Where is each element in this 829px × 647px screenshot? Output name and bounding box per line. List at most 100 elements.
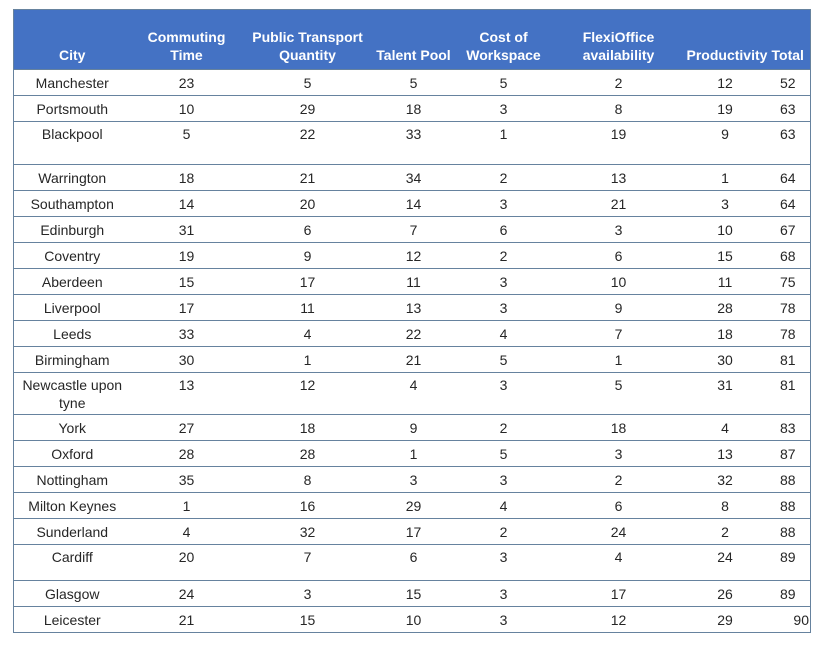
cell-public-transport-quantity: 4	[242, 320, 373, 347]
cell-total: 52	[765, 69, 811, 96]
cell-commuting-time: 19	[130, 242, 243, 269]
cell-flexioffice-availability: 13	[552, 164, 685, 191]
cell-talent-pool: 33	[372, 121, 455, 165]
cell-talent-pool: 17	[372, 518, 455, 545]
cell-total: 87	[765, 440, 811, 467]
cell-flexioffice-availability: 19	[552, 121, 685, 165]
cell-productivity: 3	[684, 190, 766, 217]
cell-public-transport-quantity: 17	[242, 268, 373, 295]
cell-flexioffice-availability: 6	[552, 242, 685, 269]
cell-public-transport-quantity: 22	[242, 121, 373, 165]
cell-cost-of-workspace: 4	[454, 492, 553, 519]
cell-talent-pool: 3	[372, 466, 455, 493]
cell-public-transport-quantity: 28	[242, 440, 373, 467]
cell-flexioffice-availability: 24	[552, 518, 685, 545]
cell-public-transport-quantity: 11	[242, 294, 373, 321]
cell-city: Nottingham	[13, 466, 131, 493]
cell-city: Leeds	[13, 320, 131, 347]
cell-talent-pool: 18	[372, 95, 455, 122]
cell-public-transport-quantity: 16	[242, 492, 373, 519]
cell-cost-of-workspace: 3	[454, 606, 553, 633]
cell-talent-pool: 15	[372, 580, 455, 607]
table-row: Nottingham 35 8 3 3 2 32 88	[13, 466, 811, 493]
cell-cost-of-workspace: 2	[454, 164, 553, 191]
cell-public-transport-quantity: 1	[242, 346, 373, 373]
cell-productivity: 2	[684, 518, 766, 545]
cell-public-transport-quantity: 32	[242, 518, 373, 545]
cell-city: Milton Keynes	[13, 492, 131, 519]
cell-city: Sunderland	[13, 518, 131, 545]
table-row: Blackpool 5 22 33 1 19 9 63	[13, 121, 811, 165]
cell-cost-of-workspace: 5	[454, 440, 553, 467]
cell-cost-of-workspace: 5	[454, 69, 553, 96]
column-header-total: Total	[765, 9, 811, 70]
cell-city: Glasgow	[13, 580, 131, 607]
cell-commuting-time: 4	[130, 518, 243, 545]
cell-commuting-time: 35	[130, 466, 243, 493]
table-row: Leeds 33 4 22 4 7 18 78	[13, 320, 811, 347]
cell-talent-pool: 22	[372, 320, 455, 347]
cell-talent-pool: 5	[372, 69, 455, 96]
cell-productivity: 12	[684, 69, 766, 96]
cell-commuting-time: 33	[130, 320, 243, 347]
cell-total: 88	[765, 466, 811, 493]
cell-commuting-time: 14	[130, 190, 243, 217]
cell-city: Portsmouth	[13, 95, 131, 122]
table-row: Cardiff 20 7 6 3 4 24 89	[13, 544, 811, 581]
cell-city: Liverpool	[13, 294, 131, 321]
cell-city: Southampton	[13, 190, 131, 217]
table-row: Oxford 28 28 1 5 3 13 87	[13, 440, 811, 467]
column-header-commuting-time: Commuting Time	[130, 9, 243, 70]
table-row: Liverpool 17 11 13 3 9 28 78	[13, 294, 811, 321]
cell-productivity: 4	[684, 414, 766, 441]
cell-commuting-time: 15	[130, 268, 243, 295]
cell-public-transport-quantity: 29	[242, 95, 373, 122]
cell-cost-of-workspace: 3	[454, 372, 553, 415]
cell-city: Birmingham	[13, 346, 131, 373]
cell-public-transport-quantity: 12	[242, 372, 373, 415]
table-row: Glasgow 24 3 15 3 17 26 89	[13, 580, 811, 607]
cell-cost-of-workspace: 3	[454, 544, 553, 581]
cell-flexioffice-availability: 18	[552, 414, 685, 441]
cell-talent-pool: 14	[372, 190, 455, 217]
cell-productivity: 24	[684, 544, 766, 581]
cell-productivity: 10	[684, 216, 766, 243]
cell-commuting-time: 24	[130, 580, 243, 607]
cell-productivity: 13	[684, 440, 766, 467]
cell-public-transport-quantity: 7	[242, 544, 373, 581]
cell-public-transport-quantity: 15	[242, 606, 373, 633]
cell-flexioffice-availability: 2	[552, 69, 685, 96]
column-header-flexioffice-availability: FlexiOffice availability	[552, 9, 685, 70]
cell-commuting-time: 31	[130, 216, 243, 243]
cell-city: York	[13, 414, 131, 441]
cell-cost-of-workspace: 3	[454, 294, 553, 321]
cell-public-transport-quantity: 20	[242, 190, 373, 217]
cell-total: 89	[765, 580, 811, 607]
cell-productivity: 8	[684, 492, 766, 519]
table-row: Birmingham 30 1 21 5 1 30 81	[13, 346, 811, 373]
cell-city: Oxford	[13, 440, 131, 467]
cell-commuting-time: 28	[130, 440, 243, 467]
cell-productivity: 1	[684, 164, 766, 191]
cell-flexioffice-availability: 9	[552, 294, 685, 321]
cell-commuting-time: 23	[130, 69, 243, 96]
cell-total: 68	[765, 242, 811, 269]
cell-flexioffice-availability: 10	[552, 268, 685, 295]
cell-total: 64	[765, 190, 811, 217]
city-comparison-table: City Commuting Time Public Transport Quant…	[13, 9, 811, 633]
cell-flexioffice-availability: 5	[552, 372, 685, 415]
cell-total: 88	[765, 492, 811, 519]
table-row: York 27 18 9 2 18 4 83	[13, 414, 811, 441]
cell-city: Newcastle upon tyne	[13, 372, 131, 415]
cell-public-transport-quantity: 21	[242, 164, 373, 191]
cell-city: Edinburgh	[13, 216, 131, 243]
cell-cost-of-workspace: 1	[454, 121, 553, 165]
cell-public-transport-quantity: 3	[242, 580, 373, 607]
cell-talent-pool: 34	[372, 164, 455, 191]
cell-talent-pool: 10	[372, 606, 455, 633]
cell-commuting-time: 30	[130, 346, 243, 373]
table-header-row: City Commuting Time Public Transport Quant…	[13, 9, 811, 70]
cell-productivity: 19	[684, 95, 766, 122]
cell-flexioffice-availability: 8	[552, 95, 685, 122]
cell-total: 89	[765, 544, 811, 581]
